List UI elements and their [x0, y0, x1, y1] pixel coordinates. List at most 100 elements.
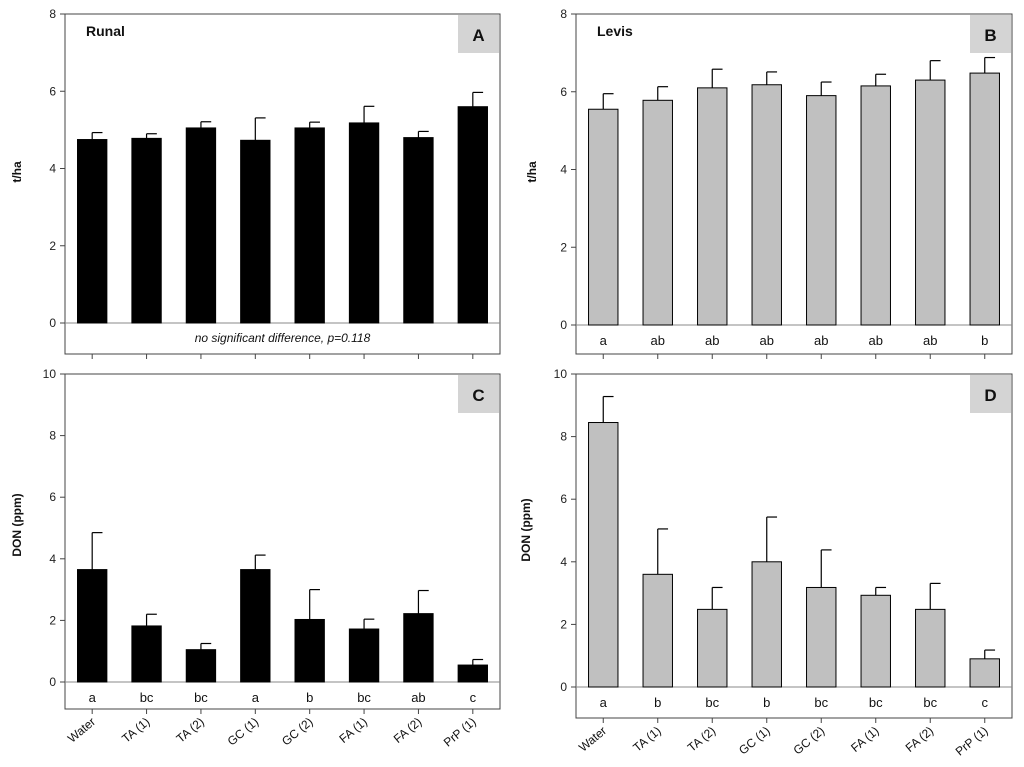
significance-note: no significant difference, p=0.118	[195, 331, 371, 345]
y-tick-label: 2	[560, 240, 567, 254]
y-tick-label: 0	[49, 675, 56, 689]
panel-letter-box	[458, 15, 499, 53]
plot-frame	[575, 13, 1013, 355]
y-tick-label: 4	[560, 555, 567, 569]
bar	[751, 84, 782, 326]
significance-letter: b	[763, 695, 770, 710]
significance-letter: a	[89, 690, 97, 705]
panel-a: 0 2 4 6 8 t/ha Runal Ano significant difference…	[10, 7, 501, 359]
panel-letter-box	[458, 375, 499, 413]
significance-letter: bc	[194, 690, 208, 705]
bar	[403, 137, 434, 324]
bar	[588, 422, 619, 688]
panel-title: Levis	[597, 23, 633, 39]
y-tick-label: 8	[49, 7, 56, 21]
bar	[915, 79, 946, 326]
y-tick-label: 4	[560, 163, 567, 177]
y-tick-label: 2	[49, 239, 56, 253]
panel-letter-box	[970, 15, 1011, 53]
x-category-label: FA (2)	[903, 724, 937, 755]
x-category-label: GC (1)	[736, 724, 773, 758]
panel-letter: B	[984, 26, 996, 45]
bar	[240, 569, 271, 683]
bar	[806, 95, 837, 326]
bar	[697, 87, 728, 326]
panel-letter: D	[984, 386, 996, 405]
bar	[751, 561, 782, 688]
y-tick-label: 4	[49, 162, 56, 176]
y-tick-label: 0	[560, 680, 567, 694]
y-tick-label: 4	[49, 552, 56, 566]
x-category-label: PrP (1)	[953, 724, 991, 759]
x-category-label: PrP (1)	[441, 715, 479, 750]
x-category-label: TA (2)	[685, 724, 718, 755]
bar	[131, 137, 162, 324]
significance-letter: ab	[760, 333, 774, 348]
y-axis-label: t/ha	[525, 161, 539, 183]
y-tick-label: 6	[49, 490, 56, 504]
bar	[697, 608, 728, 688]
significance-letter: ab	[411, 690, 425, 705]
bar	[642, 99, 673, 326]
significance-letter: ab	[651, 333, 665, 348]
y-tick-label: 10	[43, 367, 57, 381]
y-tick-label: 8	[560, 7, 567, 21]
panel-title: Runal	[86, 23, 125, 39]
y-tick-label: 6	[560, 492, 567, 506]
y-axis-label: DON (ppm)	[519, 498, 533, 561]
panel-b: 0 2 4 6 8 t/ha Levis Ba ab ab ab ab ab ab b	[525, 7, 1013, 359]
significance-letter: ab	[705, 333, 719, 348]
bar	[860, 85, 891, 326]
x-category-label: Water	[65, 715, 98, 746]
significance-letter: bc	[140, 690, 154, 705]
bar	[588, 108, 619, 326]
significance-letter: bc	[869, 695, 883, 710]
bar	[348, 628, 380, 683]
significance-letter: b	[981, 333, 988, 348]
plot-frame	[64, 13, 501, 355]
bar	[131, 625, 162, 683]
x-category-label: TA (1)	[119, 715, 152, 746]
significance-letter: c	[470, 690, 477, 705]
y-tick-label: 2	[560, 617, 567, 631]
x-category-label: Water	[576, 724, 609, 755]
significance-letter: bc	[923, 695, 937, 710]
significance-letter: bc	[357, 690, 371, 705]
y-axis-label: t/ha	[10, 161, 24, 183]
bar	[969, 658, 1000, 688]
x-category-label: TA (2)	[174, 715, 207, 746]
panel-letter: A	[472, 26, 484, 45]
y-tick-label: 0	[560, 318, 567, 332]
x-category-label: GC (2)	[279, 715, 316, 749]
x-category-label: FA (1)	[848, 724, 882, 755]
significance-letter: c	[982, 695, 989, 710]
significance-letter: a	[600, 333, 608, 348]
bar	[403, 613, 434, 683]
x-category-label: TA (1)	[630, 724, 663, 755]
bar	[240, 139, 271, 324]
significance-letter: ab	[869, 333, 883, 348]
significance-letter: bc	[705, 695, 719, 710]
significance-letter: bc	[814, 695, 828, 710]
significance-letter: b	[306, 690, 313, 705]
bar	[185, 127, 217, 324]
bar	[642, 573, 673, 688]
bar	[860, 594, 891, 688]
x-category-label: GC (2)	[791, 724, 828, 758]
bar	[806, 586, 837, 688]
bar	[294, 127, 325, 324]
y-tick-label: 8	[560, 430, 567, 444]
panel-letter: C	[472, 386, 484, 405]
bar	[969, 72, 1000, 326]
y-axis-label: DON (ppm)	[10, 493, 24, 556]
significance-letter: ab	[814, 333, 828, 348]
significance-letter: a	[252, 690, 260, 705]
plot-frame	[575, 373, 1013, 719]
y-tick-label: 10	[554, 367, 568, 381]
bar	[457, 664, 488, 683]
y-tick-label: 2	[49, 613, 56, 627]
bar	[185, 649, 217, 683]
